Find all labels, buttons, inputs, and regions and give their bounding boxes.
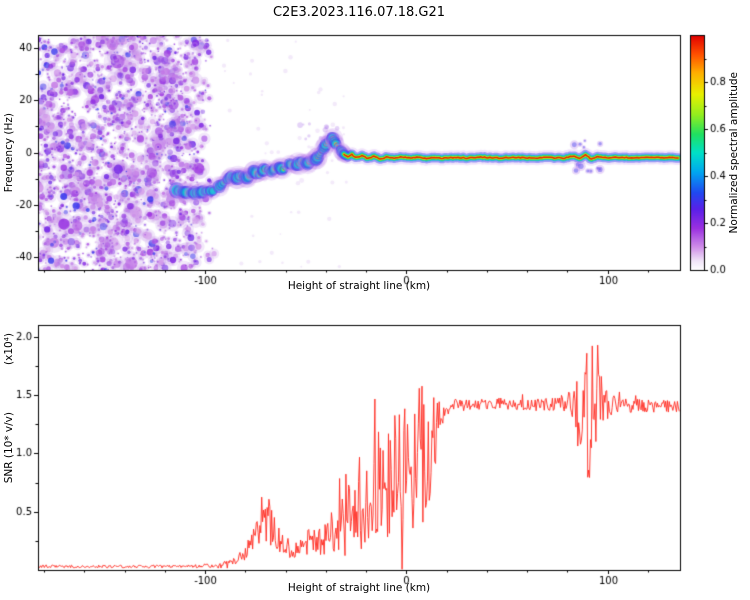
colorbar-label: Normalized spectral amplitude — [728, 71, 740, 234]
top-xaxis-label: Height of straight line (km) — [287, 280, 431, 292]
bottom-yaxis-scale-note: (x10⁴) — [3, 333, 15, 365]
bottom-yaxis-scale-note-wrap: (x10⁴) — [2, 318, 16, 380]
top-yaxis-label-wrap: Frequency (Hz) — [2, 35, 16, 270]
bottom-yaxis-label: SNR (10* v/v) — [3, 411, 15, 484]
colorbar-label-wrap: Normalized spectral amplitude — [727, 35, 741, 270]
figure-title: C2E3.2023.116.07.18.G21 — [272, 5, 446, 20]
bottom-xaxis-label: Height of straight line (km) — [287, 582, 431, 594]
top-yaxis-label: Frequency (Hz) — [3, 112, 15, 193]
